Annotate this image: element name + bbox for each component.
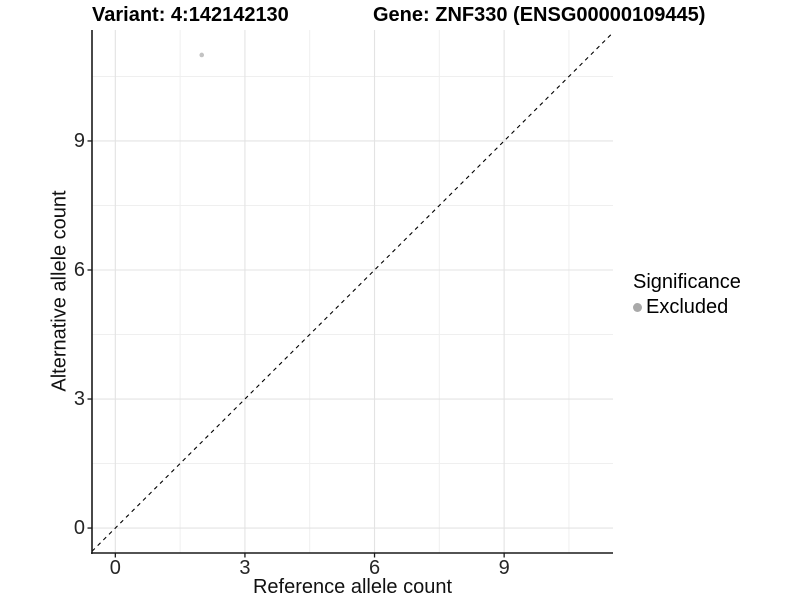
legend-title: Significance (633, 271, 741, 293)
legend-item-label: Excluded (646, 296, 729, 318)
excluded-point-icon (633, 303, 642, 312)
identity-dashed-line (91, 32, 614, 552)
x-tick-label: 9 (498, 557, 510, 579)
y-tick-label: 0 (73, 517, 85, 540)
legend-item-excluded: Excluded (633, 296, 741, 319)
x-tick-label: 0 (109, 557, 121, 579)
legend: Significance Excluded (633, 271, 741, 319)
x-axis-title: Reference allele count (252, 576, 452, 598)
x-tick-label: 6 (368, 557, 381, 579)
x-tick-label: 3 (239, 557, 251, 579)
y-axis-title: Alternative allele count (48, 190, 71, 392)
plot-title-gene: Gene: ZNF330 (ENSG00000109445) (373, 4, 706, 26)
data-point (199, 52, 205, 58)
y-tick-label: 6 (73, 258, 85, 281)
plot-title-variant: Variant: 4:142142130 (92, 4, 289, 26)
y-tick-label: 9 (73, 129, 85, 152)
y-tick-label: 3 (73, 388, 85, 411)
